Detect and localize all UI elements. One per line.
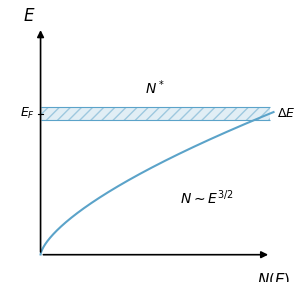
Text: $E_F$: $E_F$ <box>20 106 35 121</box>
Text: $N^*$: $N^*$ <box>145 78 165 97</box>
Bar <box>40 107 269 120</box>
Text: $N\sim E^{3/2}$: $N\sim E^{3/2}$ <box>180 189 233 207</box>
Text: $N(E)$: $N(E)$ <box>257 271 291 282</box>
Text: $E$: $E$ <box>23 6 35 25</box>
Text: $\Delta E$: $\Delta E$ <box>277 107 295 120</box>
Bar <box>40 107 269 120</box>
